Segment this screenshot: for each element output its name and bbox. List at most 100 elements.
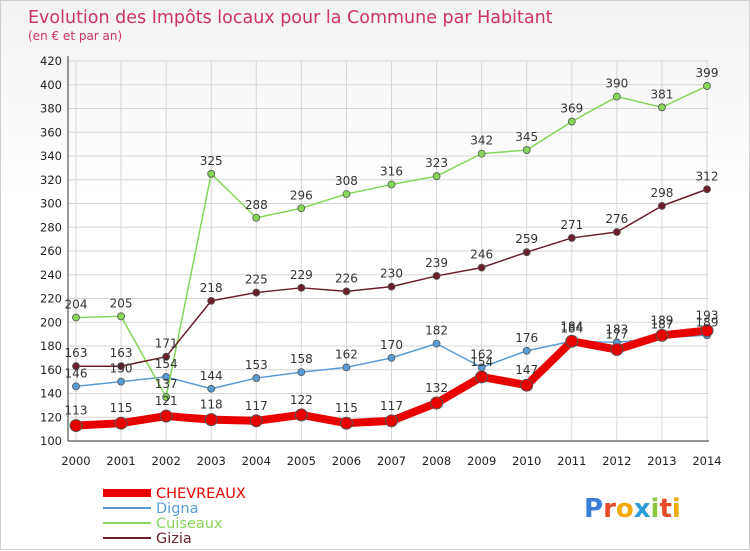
point-cuiseaux: [432, 172, 441, 181]
point-chevreaux: [655, 328, 669, 342]
data-label-gizia: 229: [290, 268, 313, 282]
y-tick-label: 180: [40, 339, 62, 353]
data-label-cuiseaux: 345: [515, 130, 538, 144]
legend-label-gizia: Gizia: [156, 531, 192, 547]
y-tick-label: 220: [40, 292, 62, 306]
data-label-gizia: 225: [245, 273, 268, 287]
data-label-cuiseaux: 316: [380, 165, 403, 179]
y-tick-label: 100: [40, 434, 62, 448]
point-cuiseaux: [162, 393, 171, 401]
point-cuiseaux: [72, 313, 80, 322]
point-cuiseaux: [117, 312, 125, 321]
point-gizia: [117, 362, 125, 371]
data-label-cuiseaux: 381: [650, 87, 673, 101]
y-tick-label: 380: [40, 102, 62, 116]
data-label-digna: 144: [200, 369, 223, 383]
x-tick-label: 2004: [242, 454, 271, 468]
y-tick-label: 280: [40, 220, 62, 234]
data-label-cuiseaux: 308: [335, 174, 358, 188]
x-tick-label: 2008: [422, 454, 451, 468]
data-label-cuiseaux: 342: [470, 134, 493, 148]
y-tick-label: 120: [40, 410, 62, 424]
point-chevreaux: [249, 414, 263, 428]
point-digna: [522, 346, 531, 355]
proxiti-logo: Proxiti: [584, 494, 681, 524]
data-label-digna: 183: [605, 322, 628, 336]
point-gizia: [432, 272, 441, 280]
point-cuiseaux: [342, 190, 351, 198]
data-label-chevreaux: 147: [515, 363, 538, 377]
svg-text:Proxiti: Proxiti: [584, 494, 681, 524]
data-label-chevreaux: 122: [290, 393, 313, 407]
data-label-cuiseaux: 369: [560, 102, 583, 116]
data-label-cuiseaux: 204: [65, 298, 88, 312]
data-label-chevreaux: 121: [155, 394, 178, 408]
data-label-chevreaux: 177: [605, 328, 628, 342]
grid: [68, 60, 709, 442]
data-label-gizia: 276: [605, 212, 628, 226]
data-label-digna: 162: [335, 347, 358, 361]
x-tick-label: 2012: [602, 454, 631, 468]
point-cuiseaux: [703, 82, 711, 90]
data-label-digna: 146: [65, 366, 88, 380]
point-digna: [297, 368, 306, 377]
x-tick-label: 2000: [61, 454, 90, 468]
point-gizia: [477, 263, 486, 272]
data-label-cuiseaux: 137: [155, 377, 178, 391]
x-tick-label: 2011: [557, 454, 586, 468]
legend-label-digna: Digna: [156, 501, 198, 517]
y-tick-label: 320: [40, 173, 62, 187]
point-cuiseaux: [567, 117, 576, 126]
data-label-gizia: 226: [335, 271, 358, 285]
data-label-cuiseaux: 325: [200, 154, 223, 168]
point-chevreaux: [520, 378, 534, 392]
data-label-digna: 184: [560, 321, 583, 335]
point-gizia: [72, 362, 80, 371]
point-chevreaux: [565, 334, 579, 348]
point-cuiseaux: [252, 213, 261, 222]
point-gizia: [567, 234, 576, 242]
x-tick-label: 2005: [287, 454, 316, 468]
data-label-chevreaux: 154: [470, 355, 493, 369]
point-chevreaux: [339, 416, 353, 430]
data-label-cuiseaux: 323: [425, 156, 448, 170]
data-label-digna: 158: [290, 352, 313, 366]
data-label-gizia: 298: [650, 186, 673, 200]
data-label-gizia: 239: [425, 256, 448, 270]
point-digna: [117, 377, 125, 386]
point-chevreaux: [700, 324, 714, 338]
data-label-cuiseaux: 399: [696, 66, 719, 80]
y-tick-label: 400: [40, 78, 62, 92]
point-gizia: [297, 283, 306, 292]
point-cuiseaux: [477, 149, 486, 158]
data-label-chevreaux: 117: [380, 399, 403, 413]
point-gizia: [342, 287, 351, 296]
point-chevreaux: [610, 343, 624, 357]
x-tick-label: 2014: [692, 454, 721, 468]
chart-title: Evolution des Impôts locaux pour la Comm…: [28, 8, 553, 28]
x-tick-label: 2010: [512, 454, 541, 468]
point-digna: [387, 353, 396, 362]
point-cuiseaux: [522, 146, 531, 154]
point-chevreaux: [475, 370, 489, 384]
y-tick-label: 340: [40, 149, 62, 163]
point-gizia: [522, 248, 531, 257]
x-tick-label: 2002: [152, 454, 181, 468]
data-label-chevreaux: 113: [65, 404, 88, 418]
point-cuiseaux: [387, 180, 396, 189]
point-gizia: [387, 282, 396, 291]
data-label-digna: 189: [696, 315, 719, 329]
point-chevreaux: [204, 413, 218, 427]
point-digna: [72, 382, 80, 391]
point-cuiseaux: [612, 92, 621, 101]
point-chevreaux: [114, 416, 128, 430]
series-group: [69, 82, 714, 433]
chart-subtitle: (en € et par an): [28, 29, 122, 43]
data-label-cuiseaux: 288: [245, 198, 268, 212]
data-label-digna: 187: [650, 318, 673, 332]
y-tick-label: 160: [40, 363, 62, 377]
point-chevreaux: [159, 409, 173, 423]
y-tick-label: 240: [40, 268, 62, 282]
point-chevreaux: [430, 396, 444, 410]
x-tick-label: 2006: [332, 454, 361, 468]
